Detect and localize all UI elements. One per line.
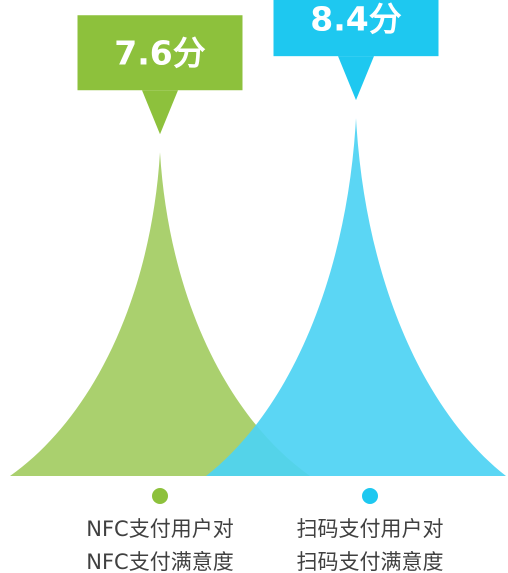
- marker-dot: [152, 488, 168, 504]
- callout-pointer: [338, 56, 374, 101]
- peak-mark: [206, 118, 506, 476]
- data-label: 7.6分: [114, 34, 205, 73]
- peak-layer: [10, 118, 506, 477]
- callout-box: [273, 0, 439, 57]
- marker-dot: [362, 488, 378, 504]
- category-label: NFC支付满意度: [86, 550, 233, 573]
- category-label: NFC支付用户对: [86, 517, 233, 541]
- category-label: 扫码支付用户对: [297, 517, 444, 541]
- callout-box: [77, 15, 243, 91]
- data-label: 8.4分: [310, 0, 401, 39]
- peak-mark: [10, 152, 310, 477]
- marker-layer: [152, 488, 378, 504]
- callout-layer: 7.6分 8.4分: [77, 0, 439, 135]
- category-label: 扫码支付满意度: [297, 550, 444, 573]
- callout-pointer: [142, 90, 178, 135]
